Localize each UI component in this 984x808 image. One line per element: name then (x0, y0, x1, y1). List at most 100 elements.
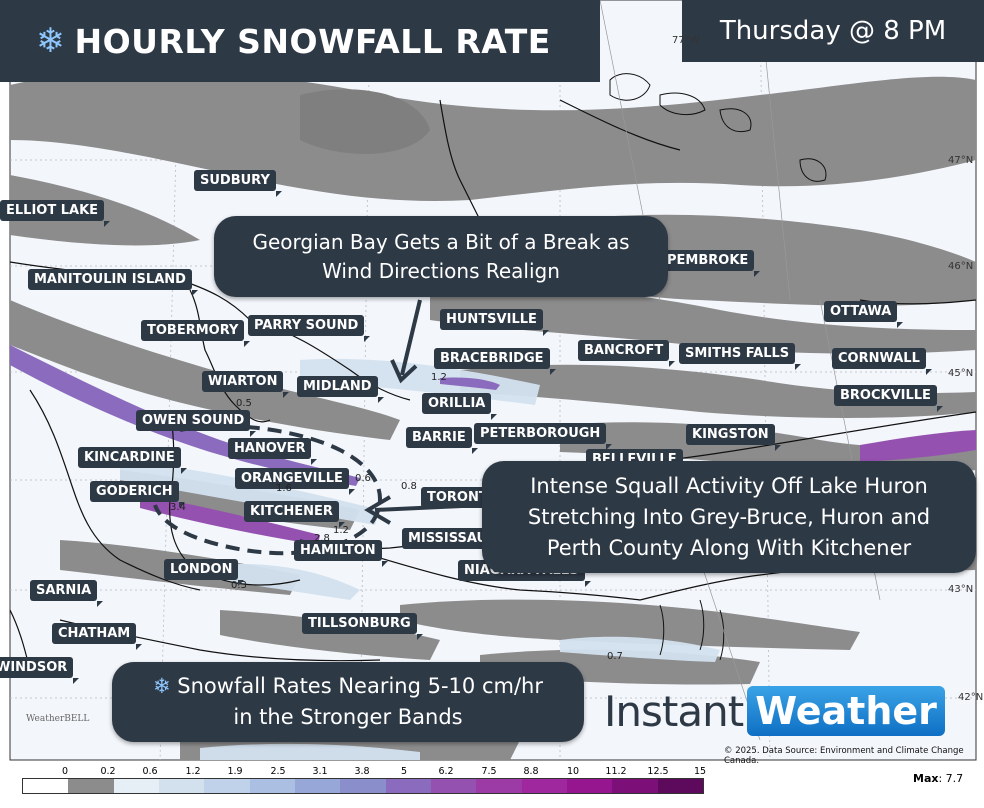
legend-tick: 12.5 (647, 766, 669, 777)
city-label-hamilton: HAMILTON (294, 540, 388, 567)
lat-label: 43°N (948, 584, 974, 595)
city-label-elliot-lake: ELLIOT LAKE (0, 200, 111, 227)
legend-swatch (521, 779, 567, 793)
logo-text-weather: Weather (747, 686, 945, 736)
city-label-smiths-falls: SMITHS FALLS (679, 343, 802, 370)
lat-label: 45°N (948, 368, 974, 379)
city-label-bancroft: BANCROFT (578, 340, 676, 367)
legend-swatch (657, 779, 703, 793)
legend-swatch (23, 779, 69, 793)
data-credit: © 2025. Data Source: Environment and Cli… (724, 746, 964, 766)
title-banner: ❄ HOURLY SNOWFALL RATE (0, 0, 600, 82)
callout-line: ❄ Snowfall Rates Nearing 5-10 cm/hr (153, 674, 543, 698)
legend-tick: 0.6 (142, 766, 158, 777)
legend-swatch (566, 779, 613, 793)
city-label-kincardine: KINCARDINE (78, 447, 187, 474)
lat-label: 47°N (948, 155, 974, 166)
callout-line: Intense Squall Activity Off Lake Huron (530, 473, 928, 498)
point-value: 0.5 (236, 398, 252, 409)
city-label-sarnia: SARNIA (30, 580, 104, 607)
legend-swatch (430, 779, 477, 793)
point-value: 2.8 (314, 533, 330, 544)
city-label-orillia: ORILLIA (422, 393, 498, 420)
point-value: 0.8 (401, 481, 417, 492)
city-label-tillsonburg: TILLSONBURG (302, 613, 423, 640)
legend-tick: 0.2 (100, 766, 116, 777)
callout-line: Stretching Into Grey-Bruce, Huron and (527, 504, 931, 529)
city-label-london: LONDON (164, 559, 246, 586)
callout-squall: Intense Squall Activity Off Lake Huron S… (482, 461, 976, 573)
callout-line: Wind Directions Realign (322, 258, 560, 283)
lat-label: 46°N (948, 261, 974, 272)
legend-tick: 1.9 (227, 766, 243, 777)
legend-tick: 5 (400, 766, 408, 777)
city-label-bracebridge: BRACEBRIDGE (434, 348, 555, 375)
point-value: 1.6 (276, 483, 292, 494)
city-label-goderich: GODERICH (90, 481, 185, 508)
legend-color-bar (22, 778, 704, 794)
city-label-midland: MIDLAND (297, 376, 384, 403)
city-label-cornwall: CORNWALL (832, 348, 932, 375)
legend-tick: 10 (566, 766, 580, 777)
legend-tick: 3.8 (354, 766, 370, 777)
city-label-kingston: KINGSTON (686, 424, 781, 451)
point-value: 0.6 (355, 473, 371, 484)
city-label-manitoulin-island: MANITOULIN ISLAND (28, 269, 198, 296)
legend-swatch (158, 779, 205, 793)
city-label-wiarton: WIARTON (202, 371, 290, 398)
city-label-windsor: WINDSOR (0, 657, 80, 684)
legend-tick: 3.1 (312, 766, 328, 777)
legend-swatch (294, 779, 341, 793)
city-label-tobermory: TOBERMORY (141, 320, 251, 347)
legend-swatch (68, 779, 114, 793)
lat-label: 42°N (958, 692, 984, 703)
callout-georgian-bay: Georgian Bay Gets a Bit of a Break as Wi… (214, 216, 668, 297)
legend-tick: 0 (61, 766, 69, 777)
snowflake-icon: ❄ (153, 674, 178, 698)
legend-tick: 7.5 (481, 766, 497, 777)
city-label-pembroke: PEMBROKE (661, 250, 761, 277)
city-label-kitchener: KITCHENER (244, 501, 345, 528)
legend-swatch (249, 779, 295, 793)
legend-swatch (204, 779, 250, 793)
legend-tick: 6.2 (438, 766, 454, 777)
city-label-peterborough: PETERBOROUGH (474, 423, 613, 450)
city-label-chatham: CHATHAM (52, 623, 143, 650)
callout-line: Perth County Along With Kitchener (546, 535, 912, 560)
city-label-owen-sound: OWEN SOUND (136, 410, 257, 437)
legend-tick: 1.2 (185, 766, 201, 777)
page-title: HOURLY SNOWFALL RATE (74, 21, 551, 61)
legend-swatch (385, 779, 431, 793)
max-value: Max: 7.7 (913, 772, 964, 785)
city-label-huntsville: HUNTSVILLE (440, 309, 549, 336)
city-label-sudbury: SUDBURY (194, 170, 282, 197)
point-value: 1.2 (431, 372, 447, 383)
city-label-orangeville: ORANGEVILLE (235, 468, 355, 495)
snowfall-map (9, 0, 977, 761)
callout-line: in the Stronger Bands (233, 705, 463, 729)
legend-swatch (113, 779, 159, 793)
logo-text-instant: Instant (604, 686, 744, 736)
snowflake-icon: ❄ (36, 21, 65, 61)
point-value: 1.2 (333, 525, 349, 536)
point-value: 0.3 (231, 580, 247, 591)
city-label-parry-sound: PARRY SOUND (248, 315, 371, 342)
legend-swatch (476, 779, 522, 793)
legend-tick: 8.8 (523, 766, 539, 777)
weatherbell-watermark: WeatherBELL (26, 714, 90, 724)
legend-tick: 15 (693, 766, 707, 777)
legend-swatch (612, 779, 658, 793)
point-value: 3.4 (170, 502, 186, 513)
city-label-barrie: BARRIE (406, 427, 478, 454)
point-value: 0.7 (607, 651, 623, 662)
legend-tick: 11.2 (605, 766, 627, 777)
legend-swatch (340, 779, 386, 793)
callout-rates: ❄ Snowfall Rates Nearing 5-10 cm/hr in t… (112, 662, 584, 742)
city-label-hanover: HANOVER (228, 438, 319, 465)
city-label-ottawa: OTTAWA (824, 301, 904, 328)
legend-tick: 2.5 (270, 766, 286, 777)
instant-weather-logo: Instant Weather (604, 686, 945, 736)
time-label: Thursday @ 8 PM (682, 0, 984, 62)
callout-line: Georgian Bay Gets a Bit of a Break as (252, 229, 630, 254)
city-label-brockville: BROCKVILLE (834, 385, 943, 412)
